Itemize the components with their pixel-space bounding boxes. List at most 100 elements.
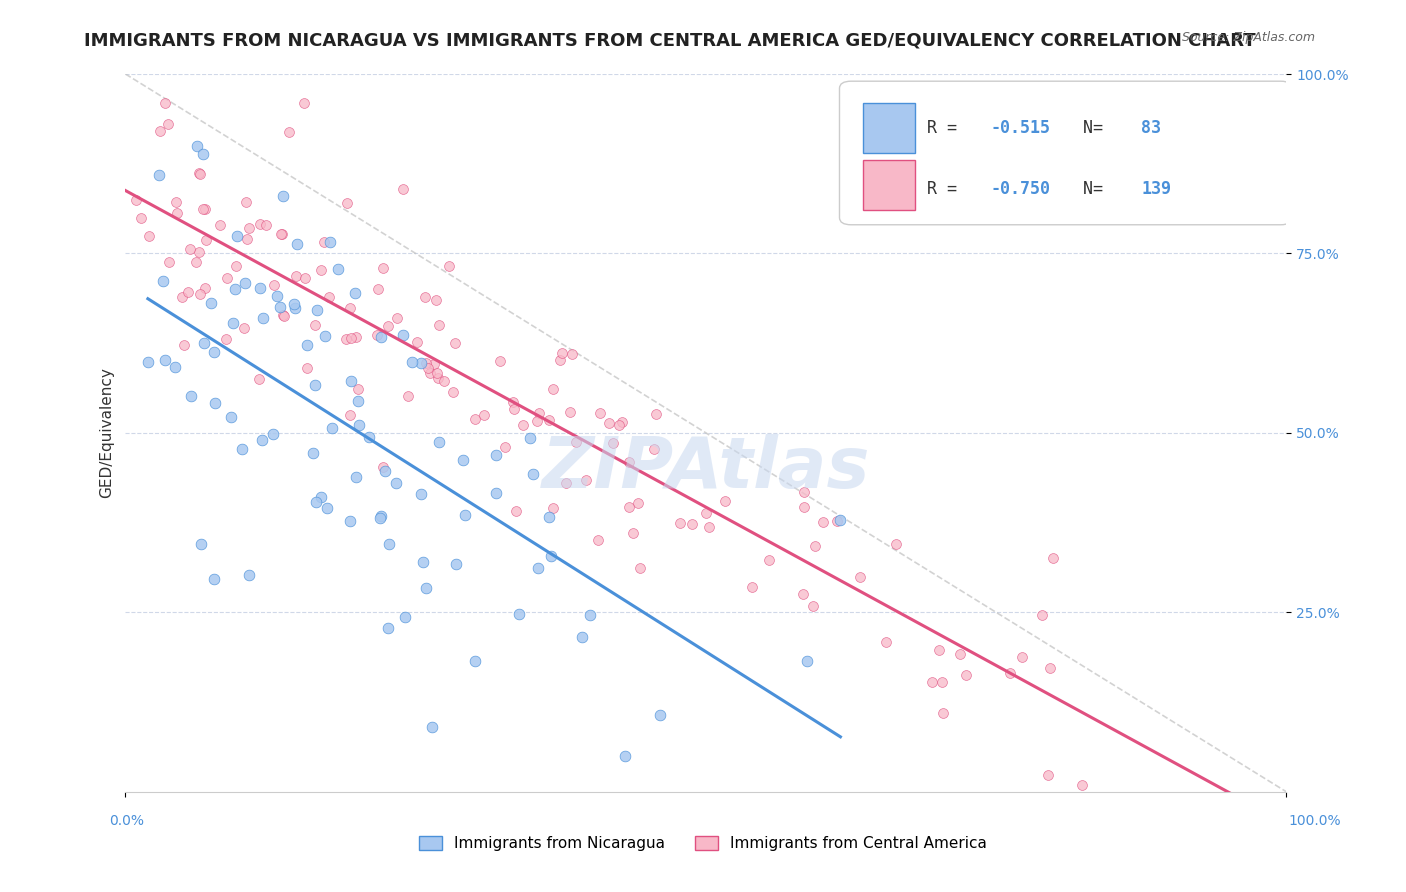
Immigrants from Central America: [541, 382, 564, 396]
Immigrants from Nicaragua: [284, 301, 307, 316]
Text: 139: 139: [1142, 180, 1171, 198]
Immigrants from Central America: [346, 383, 368, 397]
Legend: Immigrants from Nicaragua, Immigrants from Central America: Immigrants from Nicaragua, Immigrants fr…: [412, 830, 994, 857]
Immigrants from Central America: [589, 406, 612, 420]
Immigrants from Central America: [285, 269, 308, 284]
FancyBboxPatch shape: [839, 81, 1292, 225]
Immigrants from Central America: [444, 336, 467, 351]
Immigrants from Nicaragua: [273, 189, 295, 203]
Immigrants from Central America: [558, 405, 581, 419]
Immigrants from Nicaragua: [370, 330, 392, 344]
Immigrants from Central America: [526, 414, 548, 428]
Immigrants from Central America: [418, 360, 440, 375]
Immigrants from Central America: [503, 402, 526, 417]
Immigrants from Nicaragua: [648, 708, 671, 723]
Immigrants from Nicaragua: [235, 276, 257, 290]
Immigrants from Nicaragua: [540, 549, 562, 563]
Immigrants from Central America: [464, 411, 486, 425]
Immigrants from Nicaragua: [180, 389, 202, 403]
Immigrants from Central America: [551, 346, 574, 360]
Immigrants from Nicaragua: [266, 289, 288, 303]
Text: N=: N=: [1083, 180, 1114, 198]
Immigrants from Nicaragua: [193, 335, 215, 350]
Immigrants from Central America: [195, 233, 218, 247]
Immigrants from Nicaragua: [344, 286, 367, 301]
Immigrants from Central America: [998, 665, 1021, 680]
Immigrants from Nicaragua: [374, 464, 396, 478]
Immigrants from Central America: [314, 235, 336, 249]
Immigrants from Central America: [617, 455, 640, 469]
Immigrants from Central America: [439, 259, 461, 273]
Immigrants from Central America: [125, 194, 148, 208]
Immigrants from Central America: [405, 334, 427, 349]
Immigrants from Nicaragua: [412, 555, 434, 569]
Immigrants from Central America: [177, 285, 200, 299]
Immigrants from Nicaragua: [315, 500, 337, 515]
Immigrants from Nicaragua: [578, 607, 600, 622]
Immigrants from Central America: [371, 460, 394, 475]
Immigrants from Nicaragua: [385, 475, 408, 490]
Immigrants from Central America: [537, 413, 560, 427]
Immigrants from Central America: [607, 417, 630, 432]
Immigrants from Central America: [249, 217, 271, 231]
Immigrants from Central America: [387, 311, 409, 326]
Immigrants from Nicaragua: [328, 262, 350, 277]
Immigrants from Nicaragua: [349, 417, 371, 432]
Immigrants from Nicaragua: [464, 654, 486, 668]
Immigrants from Nicaragua: [344, 470, 367, 484]
Immigrants from Central America: [955, 668, 977, 682]
Immigrants from Nicaragua: [411, 356, 433, 370]
Immigrants from Nicaragua: [571, 630, 593, 644]
Immigrants from Nicaragua: [378, 537, 401, 551]
Immigrants from Central America: [208, 218, 231, 232]
Immigrants from Nicaragua: [148, 169, 170, 183]
Immigrants from Central America: [157, 255, 180, 269]
Immigrants from Nicaragua: [454, 508, 477, 522]
Text: Source: ZipAtlas.com: Source: ZipAtlas.com: [1181, 31, 1315, 45]
Text: 0.0%: 0.0%: [110, 814, 143, 828]
Immigrants from Central America: [921, 675, 943, 690]
Immigrants from Nicaragua: [508, 607, 530, 621]
Immigrants from Central America: [426, 371, 449, 385]
Text: -0.750: -0.750: [990, 180, 1050, 198]
Immigrants from Central America: [793, 484, 815, 499]
Immigrants from Central America: [179, 242, 201, 256]
Immigrants from Nicaragua: [401, 355, 423, 369]
Immigrants from Central America: [628, 561, 651, 575]
Immigrants from Nicaragua: [339, 514, 361, 528]
Immigrants from Nicaragua: [392, 327, 415, 342]
Immigrants from Central America: [292, 96, 315, 111]
Immigrants from Central America: [586, 533, 609, 547]
Immigrants from Nicaragua: [221, 409, 243, 424]
Immigrants from Central America: [875, 635, 897, 649]
Immigrants from Nicaragua: [200, 296, 222, 310]
Immigrants from Central America: [713, 493, 735, 508]
Text: N=: N=: [1083, 119, 1114, 136]
Immigrants from Central America: [512, 417, 534, 432]
Immigrants from Nicaragua: [307, 303, 329, 318]
Immigrants from Central America: [335, 332, 357, 346]
Immigrants from Nicaragua: [269, 300, 291, 314]
Immigrants from Nicaragua: [420, 720, 443, 734]
Immigrants from Nicaragua: [283, 297, 305, 311]
Immigrants from Central America: [433, 374, 456, 388]
Immigrants from Central America: [225, 259, 247, 273]
Immigrants from Central America: [610, 415, 633, 429]
Immigrants from Central America: [792, 587, 814, 601]
Immigrants from Nicaragua: [796, 654, 818, 668]
Immigrants from Central America: [598, 416, 620, 430]
Immigrants from Central America: [373, 260, 395, 275]
Immigrants from Central America: [602, 436, 624, 450]
Immigrants from Central America: [804, 540, 827, 554]
Immigrants from Nicaragua: [136, 355, 159, 369]
Immigrants from Nicaragua: [191, 147, 214, 161]
Immigrants from Central America: [270, 227, 292, 242]
Immigrants from Central America: [426, 366, 449, 380]
Immigrants from Nicaragua: [190, 537, 212, 551]
Immigrants from Central America: [367, 282, 389, 296]
Immigrants from Nicaragua: [429, 435, 451, 450]
Immigrants from Central America: [811, 515, 834, 529]
Immigrants from Central America: [214, 332, 236, 346]
FancyBboxPatch shape: [863, 161, 915, 211]
Immigrants from Central America: [339, 301, 361, 315]
